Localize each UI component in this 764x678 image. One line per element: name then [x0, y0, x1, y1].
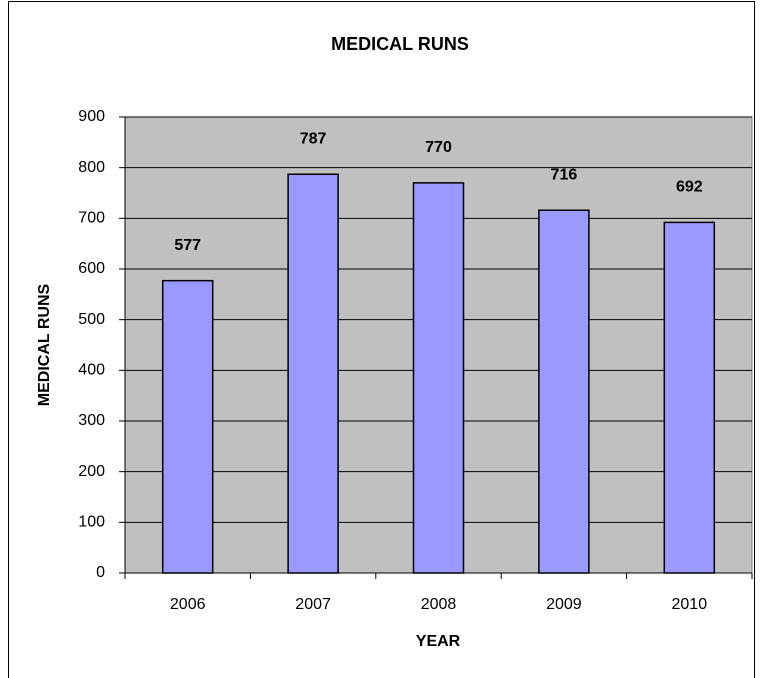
- bar: [287, 173, 339, 574]
- data-label: 716: [551, 166, 578, 183]
- y-tick-label: 0: [96, 564, 105, 581]
- y-tick-label: 400: [78, 362, 105, 379]
- y-tick-label: 100: [78, 514, 105, 531]
- bar: [412, 182, 465, 574]
- data-label: 770: [425, 139, 452, 156]
- bar: [161, 279, 214, 574]
- bar: [663, 221, 716, 574]
- y-tick-label: 200: [78, 463, 105, 480]
- x-tick-label: 2008: [421, 596, 457, 613]
- y-tick-label: 500: [78, 311, 105, 328]
- y-tick-label: 300: [78, 412, 105, 429]
- y-tick-label: 600: [78, 260, 105, 277]
- data-label: 577: [174, 237, 201, 254]
- y-tick-label: 900: [78, 108, 105, 125]
- data-label: 787: [300, 130, 327, 147]
- x-axis-label: YEAR: [416, 633, 461, 650]
- bar: [538, 209, 590, 574]
- x-tick-label: 2010: [672, 596, 708, 613]
- chart-title: MEDICAL RUNS: [331, 34, 469, 54]
- x-tick-label: 2006: [170, 596, 206, 613]
- x-tick-label: 2007: [295, 596, 331, 613]
- data-label: 692: [676, 179, 703, 196]
- y-tick-label: 700: [78, 210, 105, 227]
- y-tick-label: 800: [78, 159, 105, 176]
- x-tick-label: 2009: [546, 596, 582, 613]
- y-axis-label: MEDICAL RUNS: [36, 283, 53, 406]
